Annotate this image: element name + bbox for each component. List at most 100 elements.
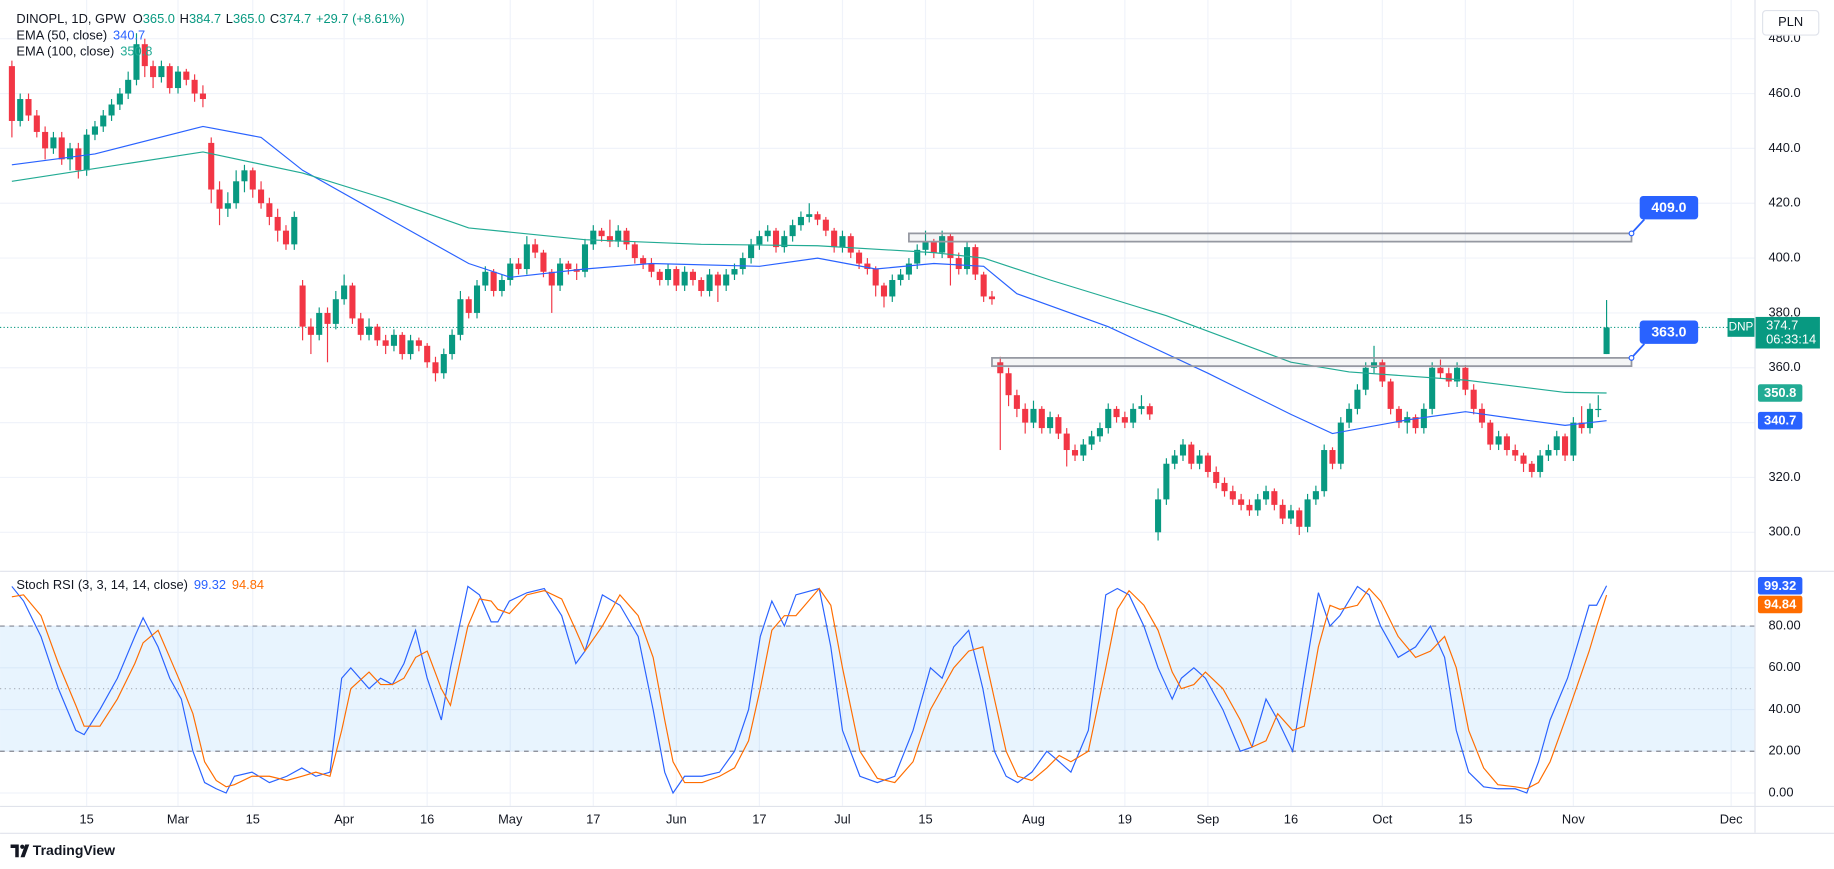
x-tick-label: Aug [1022, 811, 1045, 826]
candle-body [789, 225, 796, 237]
candle-body [831, 230, 838, 248]
stoch-line [11, 587, 1608, 790]
candle-body [241, 170, 248, 182]
zone-label-box [1639, 195, 1699, 220]
candle-body [847, 236, 854, 253]
candle-body [1096, 428, 1103, 437]
candle-body [1454, 367, 1461, 382]
candle-body [1321, 450, 1328, 492]
candle-body [58, 137, 65, 160]
x-tick-label: 17 [752, 811, 766, 826]
candle-body [1105, 408, 1112, 429]
candle-body [1204, 455, 1211, 472]
candle-body [698, 280, 705, 291]
candle-body [1354, 389, 1361, 409]
candle-body [208, 142, 215, 190]
zone-anchor [1628, 230, 1635, 237]
candle-body [1578, 422, 1585, 429]
candle-body [332, 299, 339, 324]
candle-body [1395, 408, 1402, 423]
candle-body [291, 216, 298, 245]
y-tick-label: 380.0 [1768, 304, 1800, 319]
x-tick-label: 17 [586, 811, 600, 826]
currency-button[interactable] [1762, 9, 1820, 36]
candle-body [341, 285, 348, 300]
axis-layer: 15 Mar 15 Apr 16 May 17 Jun 17 Jul 15 Aug 19 Sep 16 Oct… [79, 30, 1820, 826]
candle-body [615, 230, 622, 242]
candle-body [665, 269, 672, 281]
ohlc-key: H [180, 11, 189, 26]
candle-body [33, 115, 40, 132]
candle-body [515, 263, 522, 270]
candle-body [1346, 408, 1353, 423]
branding-logo[interactable] [10, 844, 30, 858]
y-tick-label: 460.0 [1768, 85, 1800, 100]
candle-body [1038, 408, 1045, 429]
candle-body [1420, 408, 1427, 429]
candle-body [258, 189, 265, 204]
ema-badge [1757, 384, 1803, 402]
candle-body [1221, 482, 1228, 492]
candle-body [1047, 417, 1054, 429]
candle-body [997, 362, 1004, 374]
candle-body [1362, 367, 1369, 390]
candle-body [316, 312, 323, 335]
candle-body [482, 271, 489, 286]
candle-body [1022, 408, 1029, 423]
candle-body [947, 236, 954, 259]
candle-body [266, 203, 273, 217]
header-legend: DINOPL, 1D, GPW O365.0 H384.7 L365.0 C374.7 +… [16, 11, 404, 26]
candle-body [1213, 471, 1220, 483]
stoch-badge-text: 94.84 [1764, 596, 1797, 611]
candle-body [1279, 504, 1286, 519]
candle-body [233, 181, 240, 204]
x-tick-label: 15 [79, 811, 93, 826]
x-tick-label: 19 [1118, 811, 1132, 826]
branding-text[interactable]: TradingView [33, 842, 115, 858]
candle-body [108, 104, 115, 116]
candle-body [731, 269, 738, 275]
stoch-badge-text: 99.32 [1764, 578, 1796, 593]
candle-body [199, 93, 206, 100]
candle-body [324, 312, 331, 324]
candle-body [1163, 463, 1170, 500]
candle-body [648, 263, 655, 272]
candle-body [17, 99, 24, 121]
candle-body [473, 285, 481, 313]
x-tick-label: 16 [1284, 811, 1298, 826]
logo-dot[interactable] [20, 844, 25, 849]
candle-body [1429, 367, 1436, 409]
candle-body [1088, 436, 1095, 445]
y-tick-label: 300.0 [1768, 524, 1800, 539]
osc-tick-label: 0.00 [1768, 784, 1793, 799]
candle-body [748, 244, 755, 259]
candle-body [1312, 491, 1319, 500]
stoch-line [11, 585, 1608, 795]
osc-tick-label: 20.00 [1768, 743, 1800, 758]
candle-body [1080, 444, 1087, 456]
candle-body [1146, 406, 1153, 415]
candle-body [50, 137, 57, 149]
ema-line [11, 151, 1607, 394]
candle-body [1055, 417, 1062, 434]
candle-body [1287, 510, 1295, 519]
candle-body [307, 326, 314, 335]
currency-label[interactable]: PLN [1778, 14, 1803, 29]
ema-badge-text: 340.7 [1764, 413, 1796, 428]
x-tick-label: 15 [1458, 811, 1472, 826]
ohlc-key: C [270, 11, 279, 26]
candle-body [1437, 367, 1444, 374]
ohlc-key: L [226, 11, 233, 26]
stoch-value: 99.32 [194, 577, 226, 592]
x-tick-label: 15 [246, 811, 260, 826]
candle-body [880, 285, 888, 297]
candle-body [432, 362, 439, 374]
candle-body [814, 214, 821, 220]
candle-body [150, 66, 157, 78]
candle-body [565, 263, 572, 270]
candle-body [1528, 463, 1535, 472]
x-tick-label: Apr [334, 811, 355, 826]
logo-icon[interactable] [10, 844, 30, 858]
candle-body [922, 241, 929, 250]
